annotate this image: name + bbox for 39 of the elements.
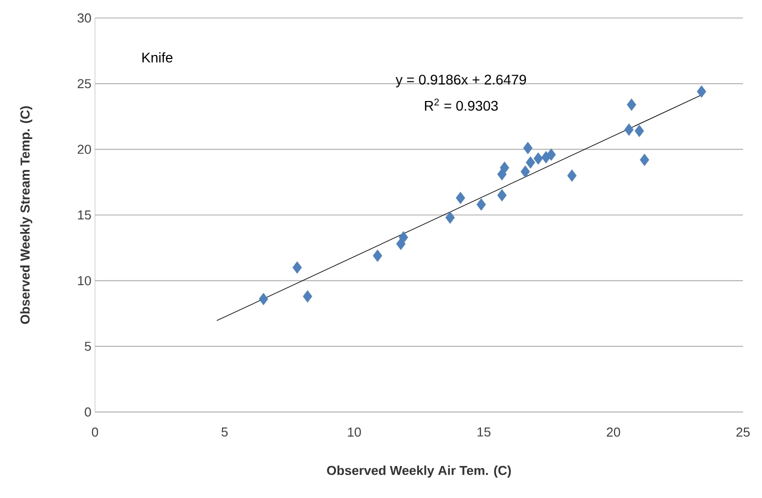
point xyxy=(526,156,536,169)
y-tick-label: 25 xyxy=(78,79,91,88)
x-tick-label: 15 xyxy=(478,428,490,437)
annotation: R$^{2}$ = 0.9303 xyxy=(424,98,498,111)
point xyxy=(523,142,533,154)
point xyxy=(258,292,268,306)
y-tick-label: 10 xyxy=(78,276,91,286)
point xyxy=(292,261,302,274)
point xyxy=(302,290,312,303)
y-tick-label: 15 xyxy=(78,210,91,220)
y-tick-label: 0 xyxy=(84,407,91,417)
point xyxy=(534,152,543,165)
point xyxy=(624,123,634,136)
x-axis-title: Observed Weekly Air Tem. (C) xyxy=(327,466,511,478)
y-tick-label: 5 xyxy=(84,342,91,351)
annotation: Knife xyxy=(142,52,172,63)
point xyxy=(640,154,650,166)
point xyxy=(372,250,382,262)
point xyxy=(634,124,644,138)
x-tick-label: 25 xyxy=(736,428,750,437)
point xyxy=(398,231,408,244)
point xyxy=(497,189,507,202)
y-tick-label: 20 xyxy=(78,144,91,154)
point xyxy=(546,148,556,161)
point xyxy=(626,98,636,111)
point xyxy=(476,198,486,211)
point xyxy=(520,165,530,178)
y-axis-title: Observed Weekly Stream Temp. (C) xyxy=(20,106,32,324)
point xyxy=(500,162,510,174)
x-tick-label: 5 xyxy=(222,428,228,437)
y-tick-label: 30 xyxy=(78,13,91,23)
point xyxy=(445,211,455,224)
point xyxy=(696,85,706,98)
annotation: y = 0.9186x + 2.6479 xyxy=(396,74,526,88)
point xyxy=(567,169,577,182)
x-tick-label: 20 xyxy=(606,428,620,437)
point xyxy=(456,192,466,204)
x-tick-label: 10 xyxy=(348,428,361,437)
x-tick-label: 0 xyxy=(92,428,98,437)
